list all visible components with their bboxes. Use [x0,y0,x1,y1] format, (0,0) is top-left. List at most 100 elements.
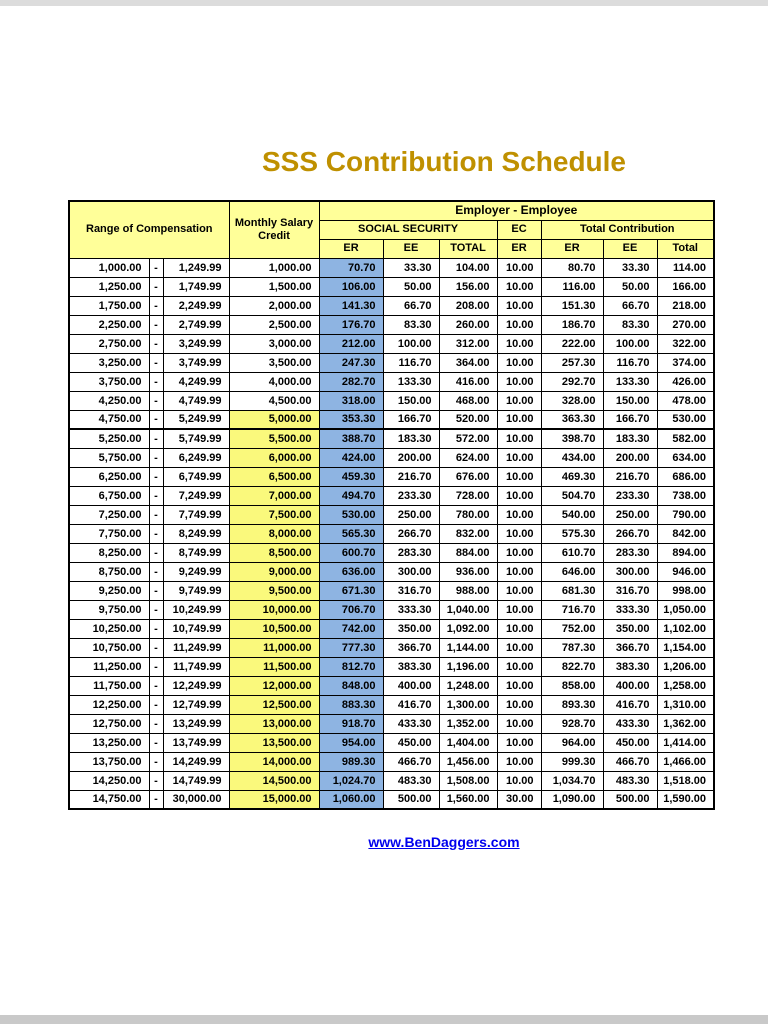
cell-range-min: 1,750.00 [68,295,150,316]
cell-ss-er: 954.00 [318,732,384,753]
cell-tc-ee: 450.00 [602,732,658,753]
cell-ss-er: 353.30 [318,409,384,430]
cell-ec-er: 10.00 [496,580,542,601]
cell-range-separator: - [148,694,164,715]
cell-tc-ee: 366.70 [602,637,658,658]
header-row-sections: SOCIAL SECURITY EC Total Contribution [69,219,715,240]
cell-monthly-salary-credit: 9,000.00 [228,561,320,582]
cell-monthly-salary-credit: 14,500.00 [228,770,320,791]
cell-tc-ee: 200.00 [602,447,658,468]
table-row: 8,750.00 - 9,249.99 9,000.00 636.00 300.… [68,561,715,582]
table-row: 3,750.00 - 4,249.99 4,000.00 282.70 133.… [68,371,715,392]
cell-ss-total: 364.00 [438,352,498,373]
cell-range-separator: - [148,295,164,316]
cell-ss-er: 1,060.00 [318,789,384,810]
cell-ec-er: 10.00 [496,257,542,278]
cell-range-min: 14,750.00 [68,789,150,810]
cell-ss-total: 936.00 [438,561,498,582]
cell-range-separator: - [148,428,164,449]
cell-ss-total: 832.00 [438,523,498,544]
cell-ss-ee: 316.70 [382,580,440,601]
cell-range-min: 11,250.00 [68,656,150,677]
cell-monthly-salary-credit: 2,000.00 [228,295,320,316]
cell-tc-er: 1,034.70 [540,770,604,791]
cell-range-max: 8,749.99 [162,542,230,563]
cell-range-max: 13,749.99 [162,732,230,753]
cell-range-separator: - [148,504,164,525]
cell-tc-er: 186.70 [540,314,604,335]
cell-tc-ee: 400.00 [602,675,658,696]
cell-range-min: 5,750.00 [68,447,150,468]
cell-ss-er: 989.30 [318,751,384,772]
cell-range-separator: - [148,580,164,601]
cell-tc-ee: 483.30 [602,770,658,791]
cell-ss-ee: 383.30 [382,656,440,677]
cell-tc-er: 257.30 [540,352,604,373]
cell-ss-total: 884.00 [438,542,498,563]
cell-ec-er: 10.00 [496,333,542,354]
table-row: 1,250.00 - 1,749.99 1,500.00 106.00 50.0… [68,276,715,297]
cell-range-min: 3,750.00 [68,371,150,392]
cell-ec-er: 10.00 [496,447,542,468]
cell-ss-er: 742.00 [318,618,384,639]
cell-ss-total: 1,248.00 [438,675,498,696]
cell-ss-er: 812.70 [318,656,384,677]
cell-range-min: 9,750.00 [68,599,150,620]
table-row: 9,250.00 - 9,749.99 9,500.00 671.30 316.… [68,580,715,601]
header-ss-er: ER [318,238,384,259]
table-body: 1,000.00 - 1,249.99 1,000.00 70.70 33.30… [68,257,715,810]
cell-tc-er: 504.70 [540,485,604,506]
cell-range-max: 6,249.99 [162,447,230,468]
cell-range-min: 10,250.00 [68,618,150,639]
cell-range-max: 9,249.99 [162,561,230,582]
cell-ec-er: 10.00 [496,694,542,715]
cell-tc-ee: 233.30 [602,485,658,506]
cell-ss-er: 318.00 [318,390,384,411]
cell-ss-total: 572.00 [438,428,498,449]
cell-ec-er: 10.00 [496,295,542,316]
cell-tc-total: 790.00 [656,504,715,525]
cell-tc-total: 1,258.00 [656,675,715,696]
footer-link[interactable]: www.BenDaggers.com [368,834,520,850]
cell-ec-er: 10.00 [496,485,542,506]
cell-tc-ee: 266.70 [602,523,658,544]
table-row: 14,750.00 - 30,000.00 15,000.00 1,060.00… [68,789,715,810]
cell-ss-er: 212.00 [318,333,384,354]
cell-ss-total: 1,352.00 [438,713,498,734]
cell-monthly-salary-credit: 9,500.00 [228,580,320,601]
cell-range-separator: - [148,751,164,772]
cell-tc-total: 374.00 [656,352,715,373]
cell-tc-ee: 316.70 [602,580,658,601]
cell-tc-total: 218.00 [656,295,715,316]
cell-tc-ee: 100.00 [602,333,658,354]
cell-tc-er: 222.00 [540,333,604,354]
cell-ss-total: 624.00 [438,447,498,468]
cell-tc-ee: 350.00 [602,618,658,639]
cell-ss-ee: 150.00 [382,390,440,411]
cell-range-separator: - [148,618,164,639]
header-ec: EC [496,219,542,240]
cell-ss-total: 1,404.00 [438,732,498,753]
cell-tc-er: 716.70 [540,599,604,620]
cell-tc-total: 1,206.00 [656,656,715,677]
cell-range-max: 5,249.99 [162,409,230,430]
cell-monthly-salary-credit: 15,000.00 [228,789,320,810]
cell-tc-total: 1,050.00 [656,599,715,620]
cell-range-min: 2,750.00 [68,333,150,354]
cell-tc-er: 575.30 [540,523,604,544]
cell-ss-ee: 500.00 [382,789,440,810]
cell-tc-er: 116.00 [540,276,604,297]
table-row: 2,750.00 - 3,249.99 3,000.00 212.00 100.… [68,333,715,354]
cell-ss-total: 208.00 [438,295,498,316]
cell-range-separator: - [148,599,164,620]
cell-tc-total: 1,362.00 [656,713,715,734]
cell-ss-total: 260.00 [438,314,498,335]
cell-range-min: 3,250.00 [68,352,150,373]
header-tc-ee: EE [602,238,658,259]
cell-range-min: 11,750.00 [68,675,150,696]
cell-tc-total: 894.00 [656,542,715,563]
cell-range-max: 1,749.99 [162,276,230,297]
cell-range-min: 7,750.00 [68,523,150,544]
cell-tc-ee: 133.30 [602,371,658,392]
cell-ss-total: 728.00 [438,485,498,506]
